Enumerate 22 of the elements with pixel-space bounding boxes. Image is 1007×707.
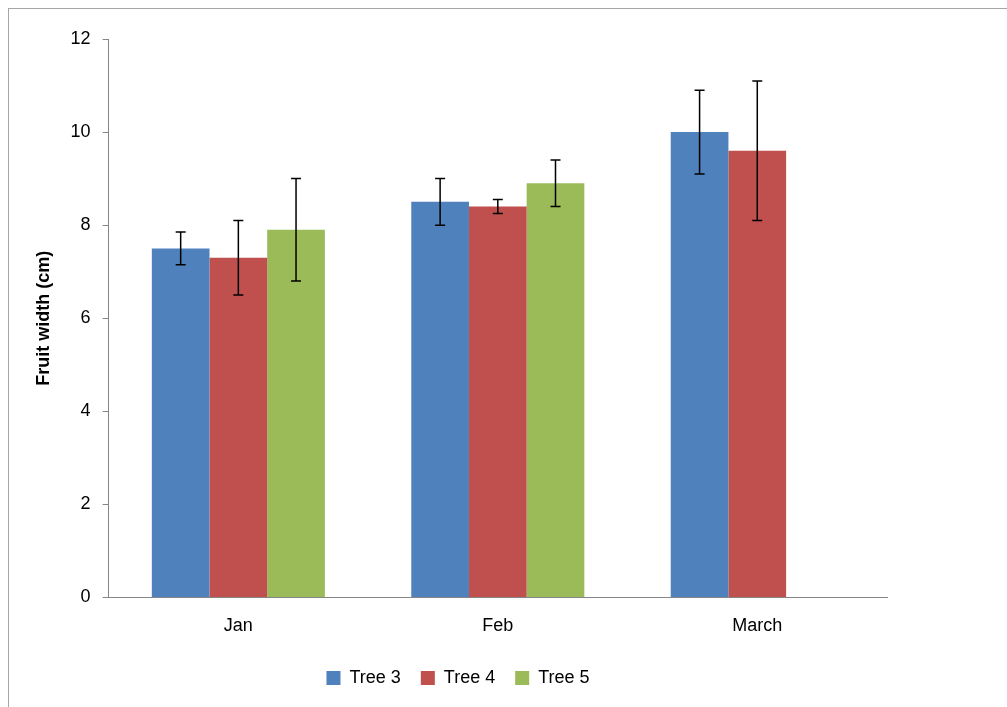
bar [209,257,268,597]
bar [411,201,469,597]
legend-label: Tree 5 [538,666,590,687]
x-tick-label: Jan [223,615,253,636]
y-tick-label: 12 [70,27,91,48]
bar [728,150,787,597]
bar [468,206,527,597]
y-tick-label: 2 [80,493,91,514]
bar [526,183,585,597]
y-tick-label: 0 [80,586,91,607]
bar [151,248,210,597]
legend-label: Tree 4 [443,666,496,687]
bar [670,132,729,597]
legend-label: Tree 3 [349,666,401,687]
y-axis-title: Fruit width (cm) [32,250,53,386]
y-tick-label: 4 [80,400,91,421]
y-tick-label: 6 [80,307,91,328]
bar [267,229,325,597]
y-tick-label: 10 [70,121,91,142]
x-tick-label: March [732,615,783,636]
y-tick-label: 8 [80,214,91,235]
x-tick-label: Feb [482,615,514,636]
